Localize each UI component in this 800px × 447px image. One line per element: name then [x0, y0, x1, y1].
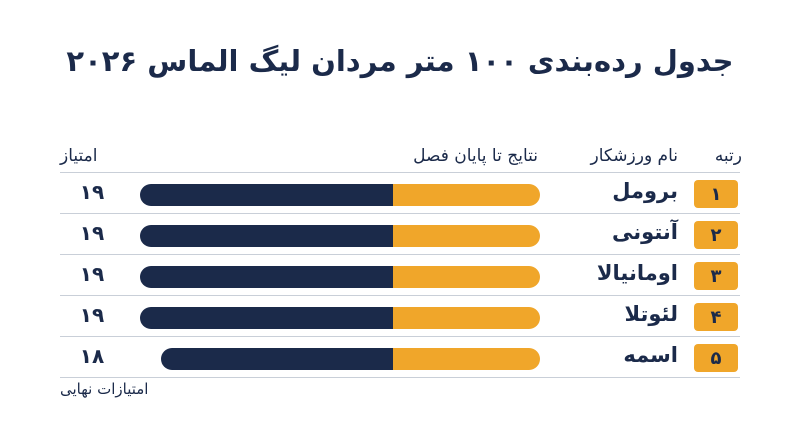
points-value: ۱۹: [79, 303, 105, 327]
table-row: ۳ اومانیالا ۱۹: [0, 258, 800, 296]
bar-segment-season: [140, 307, 393, 329]
bar-segment-season: [140, 184, 393, 206]
points-value: ۱۹: [79, 180, 105, 204]
athlete-name: برومل: [612, 179, 678, 203]
table-row: ۱ برومل ۱۹: [0, 176, 800, 214]
result-bar: [140, 225, 540, 247]
table-row: ۵ اسمه ۱۸: [0, 340, 800, 378]
bar-segment-season: [140, 266, 393, 288]
athlete-name: اومانیالا: [596, 261, 678, 285]
rank-badge: ۲: [694, 221, 738, 249]
chart-title: جدول رده‌بندی ۱۰۰ متر مردان لیگ الماس ۲۰…: [66, 44, 734, 78]
bar-segment-final: [392, 184, 540, 206]
result-bar: [140, 184, 540, 206]
bar-segment-final: [392, 266, 540, 288]
rank-badge: ۴: [694, 303, 738, 331]
bar-segment-final: [392, 348, 540, 370]
bar-segment-season: [140, 225, 393, 247]
bar-segment-final: [392, 307, 540, 329]
points-value: ۱۹: [79, 262, 105, 286]
result-bar: [140, 307, 540, 329]
row-divider: [60, 377, 740, 378]
bar-segment-final: [392, 225, 540, 247]
athlete-name: آنتونی: [612, 220, 678, 244]
points-value: ۱۹: [79, 221, 105, 245]
row-divider: [60, 254, 740, 255]
result-bar: [140, 266, 540, 288]
row-divider: [60, 172, 740, 173]
header-athlete: نام ورزشکار: [590, 146, 679, 166]
row-divider: [60, 295, 740, 296]
result-bar: [161, 348, 540, 370]
athlete-name: اسمه: [623, 343, 678, 367]
athlete-name: لئوتلا: [624, 302, 678, 326]
footnote: امتیازات نهایی: [60, 380, 149, 398]
header-results: نتایج تا پایان فصل: [413, 146, 538, 166]
table-row: ۲ آنتونی ۱۹: [0, 217, 800, 255]
row-divider: [60, 213, 740, 214]
header-rank: رتبه: [714, 146, 742, 166]
row-divider: [60, 336, 740, 337]
rank-badge: ۳: [694, 262, 738, 290]
bar-segment-season: [161, 348, 393, 370]
header-points: امتیاز: [60, 146, 98, 166]
table-row: ۴ لئوتلا ۱۹: [0, 299, 800, 337]
rank-badge: ۵: [694, 344, 738, 372]
points-value: ۱۸: [79, 344, 105, 368]
rank-badge: ۱: [694, 180, 738, 208]
